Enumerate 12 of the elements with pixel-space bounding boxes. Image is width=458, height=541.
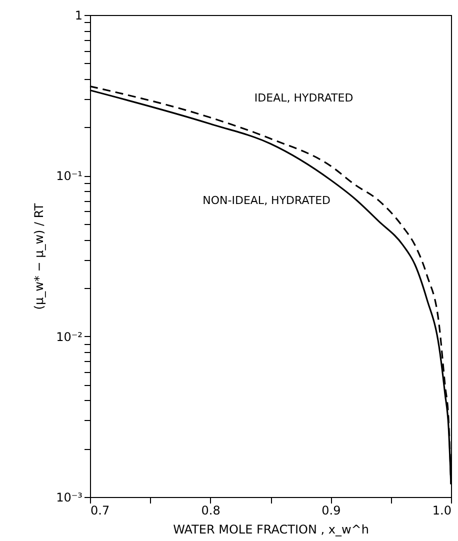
x-tick-label: 0.9 (322, 504, 341, 518)
y-axis-title: (μ_w* − μ_w) / RT (32, 202, 46, 310)
x-tick-label: 1.0 (432, 504, 452, 518)
annotation: IDEAL, HYDRATED (254, 92, 354, 105)
y-tick-label: 10⁻³ (56, 490, 83, 504)
x-tick-label: 0.8 (201, 504, 220, 518)
x-axis-title: WATER MOLE FRACTION , x_w^h (173, 522, 369, 536)
y-tick-label: 1 (74, 8, 82, 22)
y-tick-label: 10⁻¹ (56, 169, 83, 184)
annotation: NON-IDEAL, HYDRATED (202, 194, 331, 208)
x-tick-label: 0.7 (90, 504, 110, 518)
y-tick-label: 10⁻² (56, 330, 83, 344)
